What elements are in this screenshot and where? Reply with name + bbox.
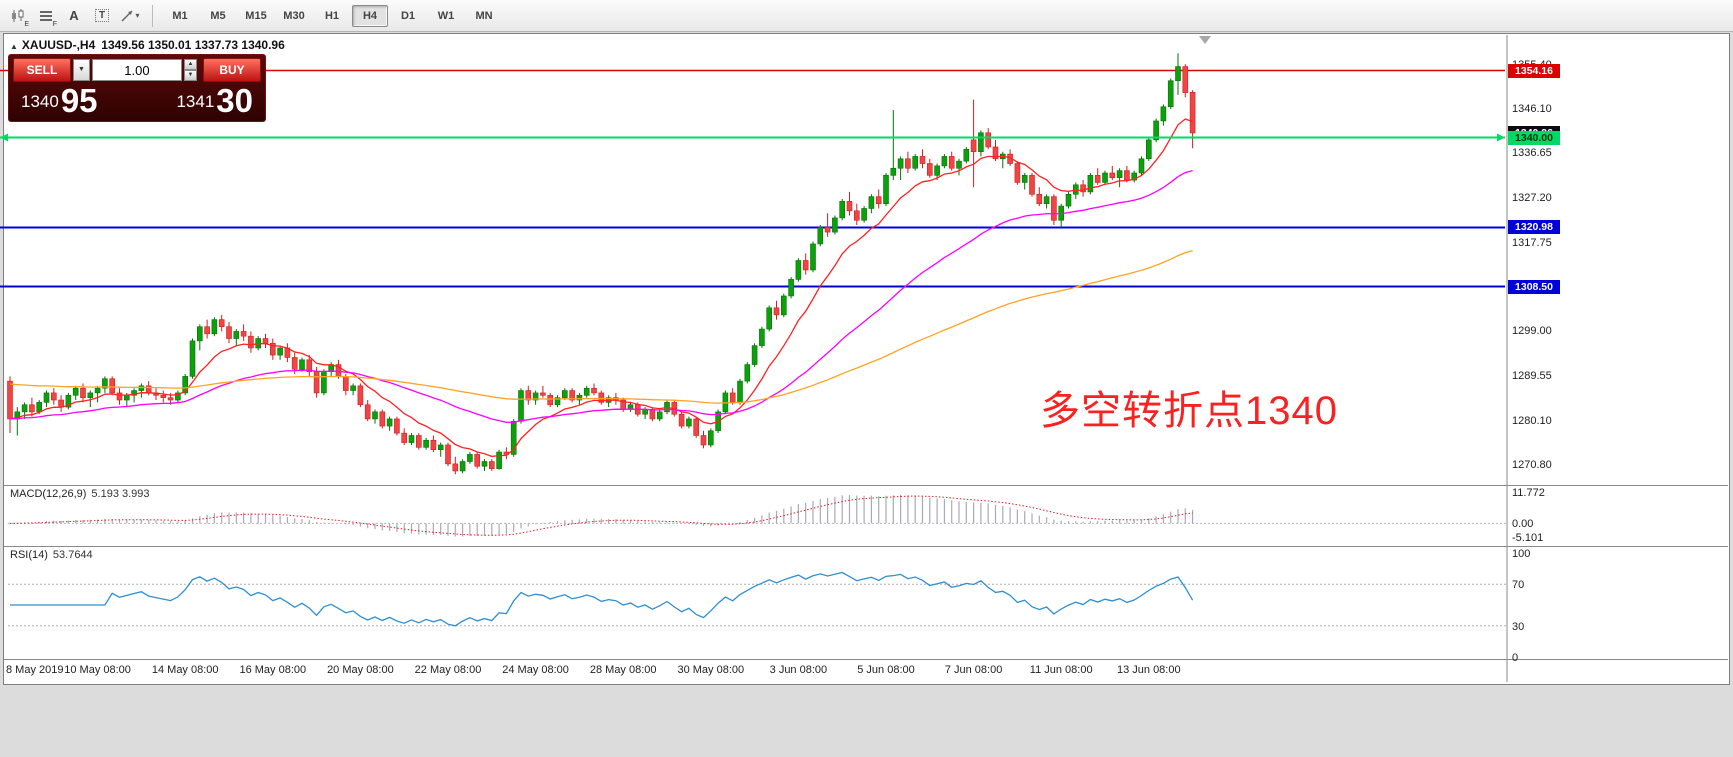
price-tag: 1308.50 [1508, 279, 1560, 294]
volume-stepper: ▲ ▼ [183, 59, 197, 81]
sell-price: 1340 95 [21, 84, 98, 117]
macd-axis-label: 11.772 [1512, 487, 1545, 499]
ohlc-values: 1349.56 1350.01 1337.73 1340.96 [101, 38, 285, 52]
macd-values: 5.193 3.993 [91, 488, 150, 500]
time-axis-label: 7 Jun 08:00 [944, 664, 1003, 676]
timeframe-d1-button[interactable]: D1 [400, 9, 416, 22]
toolbar-separator [152, 4, 153, 27]
timeframe-w1-button[interactable]: W1 [437, 9, 455, 22]
candles-chart-tool-icon[interactable]: E [5, 3, 31, 29]
volume-down-icon[interactable]: ▼ [183, 70, 197, 81]
price-axis-label: 1280.10 [1512, 414, 1552, 427]
price-axis-label: 1327.20 [1512, 192, 1552, 205]
time-axis-label: 10 May 08:00 [64, 664, 131, 676]
volume-dropdown-icon[interactable]: ▼ [73, 59, 90, 81]
timeframe-mn-button[interactable]: MN [475, 9, 493, 22]
list-panel-tool-icon[interactable]: F [33, 3, 59, 29]
candles-icon [12, 8, 24, 22]
time-axis-label: 5 Jun 08:00 [857, 664, 915, 676]
macd-axis-label: 0.00 [1512, 518, 1534, 531]
tool-sub-label: E [24, 20, 29, 28]
price-axis-label: 1317.75 [1512, 236, 1552, 249]
sell-button[interactable]: SELL [13, 58, 71, 82]
list-icon [40, 10, 52, 21]
rsi-axis-label: 30 [1512, 620, 1525, 633]
price-axis-label: 1299.00 [1512, 325, 1552, 338]
time-axis-label: 14 May 08:00 [151, 664, 219, 676]
buy-button[interactable]: BUY [203, 58, 261, 82]
sell-price-main: 1340 [21, 92, 59, 111]
sell-price-pips: 95 [60, 82, 98, 119]
time-axis-label: 13 Jun 08:00 [1116, 664, 1181, 676]
one-click-collapse-icon[interactable]: ▲ [10, 42, 18, 51]
chart-window[interactable] [3, 33, 1730, 685]
rsi-axis-label: 100 [1512, 548, 1531, 560]
rsi-axis-label: 0 [1512, 652, 1519, 664]
price-tag: 1340.00 [1508, 130, 1560, 145]
rsi-axis-label: 70 [1512, 579, 1525, 592]
macd-label: MACD(12,26,9) 5.193 3.993 [10, 488, 150, 500]
time-axis-label: 28 May 08:00 [589, 664, 657, 676]
macd-name: MACD(12,26,9) [10, 488, 87, 500]
time-axis-label: 22 May 08:00 [414, 664, 482, 676]
tool-sub-label: F [52, 20, 57, 28]
chart-annotation: 多空转折点1340 [1040, 389, 1338, 433]
price-axis-label: 1270.80 [1512, 458, 1552, 471]
rsi-value: 53.7644 [52, 549, 93, 561]
buy-price: 1341 30 [176, 84, 253, 117]
trade-controls-row: SELL ▼ ▲ ▼ BUY [13, 58, 261, 82]
timeframe-h1-button[interactable]: H1 [324, 9, 340, 22]
time-axis-label: 24 May 08:00 [502, 664, 569, 676]
time-axis-label: 8 May 2019 [6, 664, 64, 676]
time-axis-label: 30 May 08:00 [677, 664, 745, 676]
buy-price-pips: 30 [216, 82, 253, 119]
trendline-icon [121, 9, 134, 22]
price-tag: 1354.16 [1508, 63, 1560, 78]
time-axis-label: 3 Jun 08:00 [769, 664, 828, 676]
timeframe-m15-button[interactable]: M15 [245, 9, 267, 22]
chart-title: ▲ XAUUSD-,H4 1349.56 1350.01 1337.73 1340.… [10, 38, 285, 52]
time-axis-label: 11 Jun 08:00 [1029, 664, 1093, 676]
volume-up-icon[interactable]: ▲ [183, 59, 197, 70]
timeframe-m30-button[interactable]: M30 [283, 9, 305, 22]
macd-axis-label: -5.101 [1512, 532, 1544, 544]
toolbar: E F A T ▾ M1 M5 M15 M30 H1 H4 D1 W1 MN [0, 0, 1733, 32]
rsi-label: RSI(14) 53.7644 [10, 549, 93, 561]
volume-input[interactable] [91, 59, 182, 81]
price-axis-label: 1289.55 [1512, 370, 1552, 383]
timeframe-h4-button[interactable]: H4 [352, 4, 388, 27]
one-click-trade-panel: SELL ▼ ▲ ▼ BUY 1340 95 1341 30 [8, 54, 266, 122]
symbol-period-label: XAUUSD-,H4 [21, 38, 96, 52]
buy-price-main: 1341 [176, 92, 215, 111]
text-tool-icon[interactable]: T [89, 3, 115, 29]
letter-a-tool-icon[interactable]: A [69, 8, 79, 23]
trade-prices-row: 1340 95 1341 30 [13, 84, 261, 117]
rsi-name: RSI(14) [10, 549, 48, 561]
drawing-tools-icon[interactable]: ▾ [117, 3, 143, 29]
price-axis-label: 1346.10 [1512, 102, 1552, 115]
price-axis-label: 1336.65 [1512, 147, 1552, 160]
chevron-down-icon: ▾ [135, 11, 140, 20]
timeframe-m5-button[interactable]: M5 [210, 9, 226, 22]
price-tag: 1320.98 [1508, 220, 1560, 235]
time-axis-label: 16 May 08:00 [239, 664, 307, 676]
timeframe-m1-button[interactable]: M1 [172, 9, 188, 22]
time-axis-label: 20 May 08:00 [327, 664, 394, 676]
chart-shift-marker-icon[interactable] [1199, 36, 1211, 44]
